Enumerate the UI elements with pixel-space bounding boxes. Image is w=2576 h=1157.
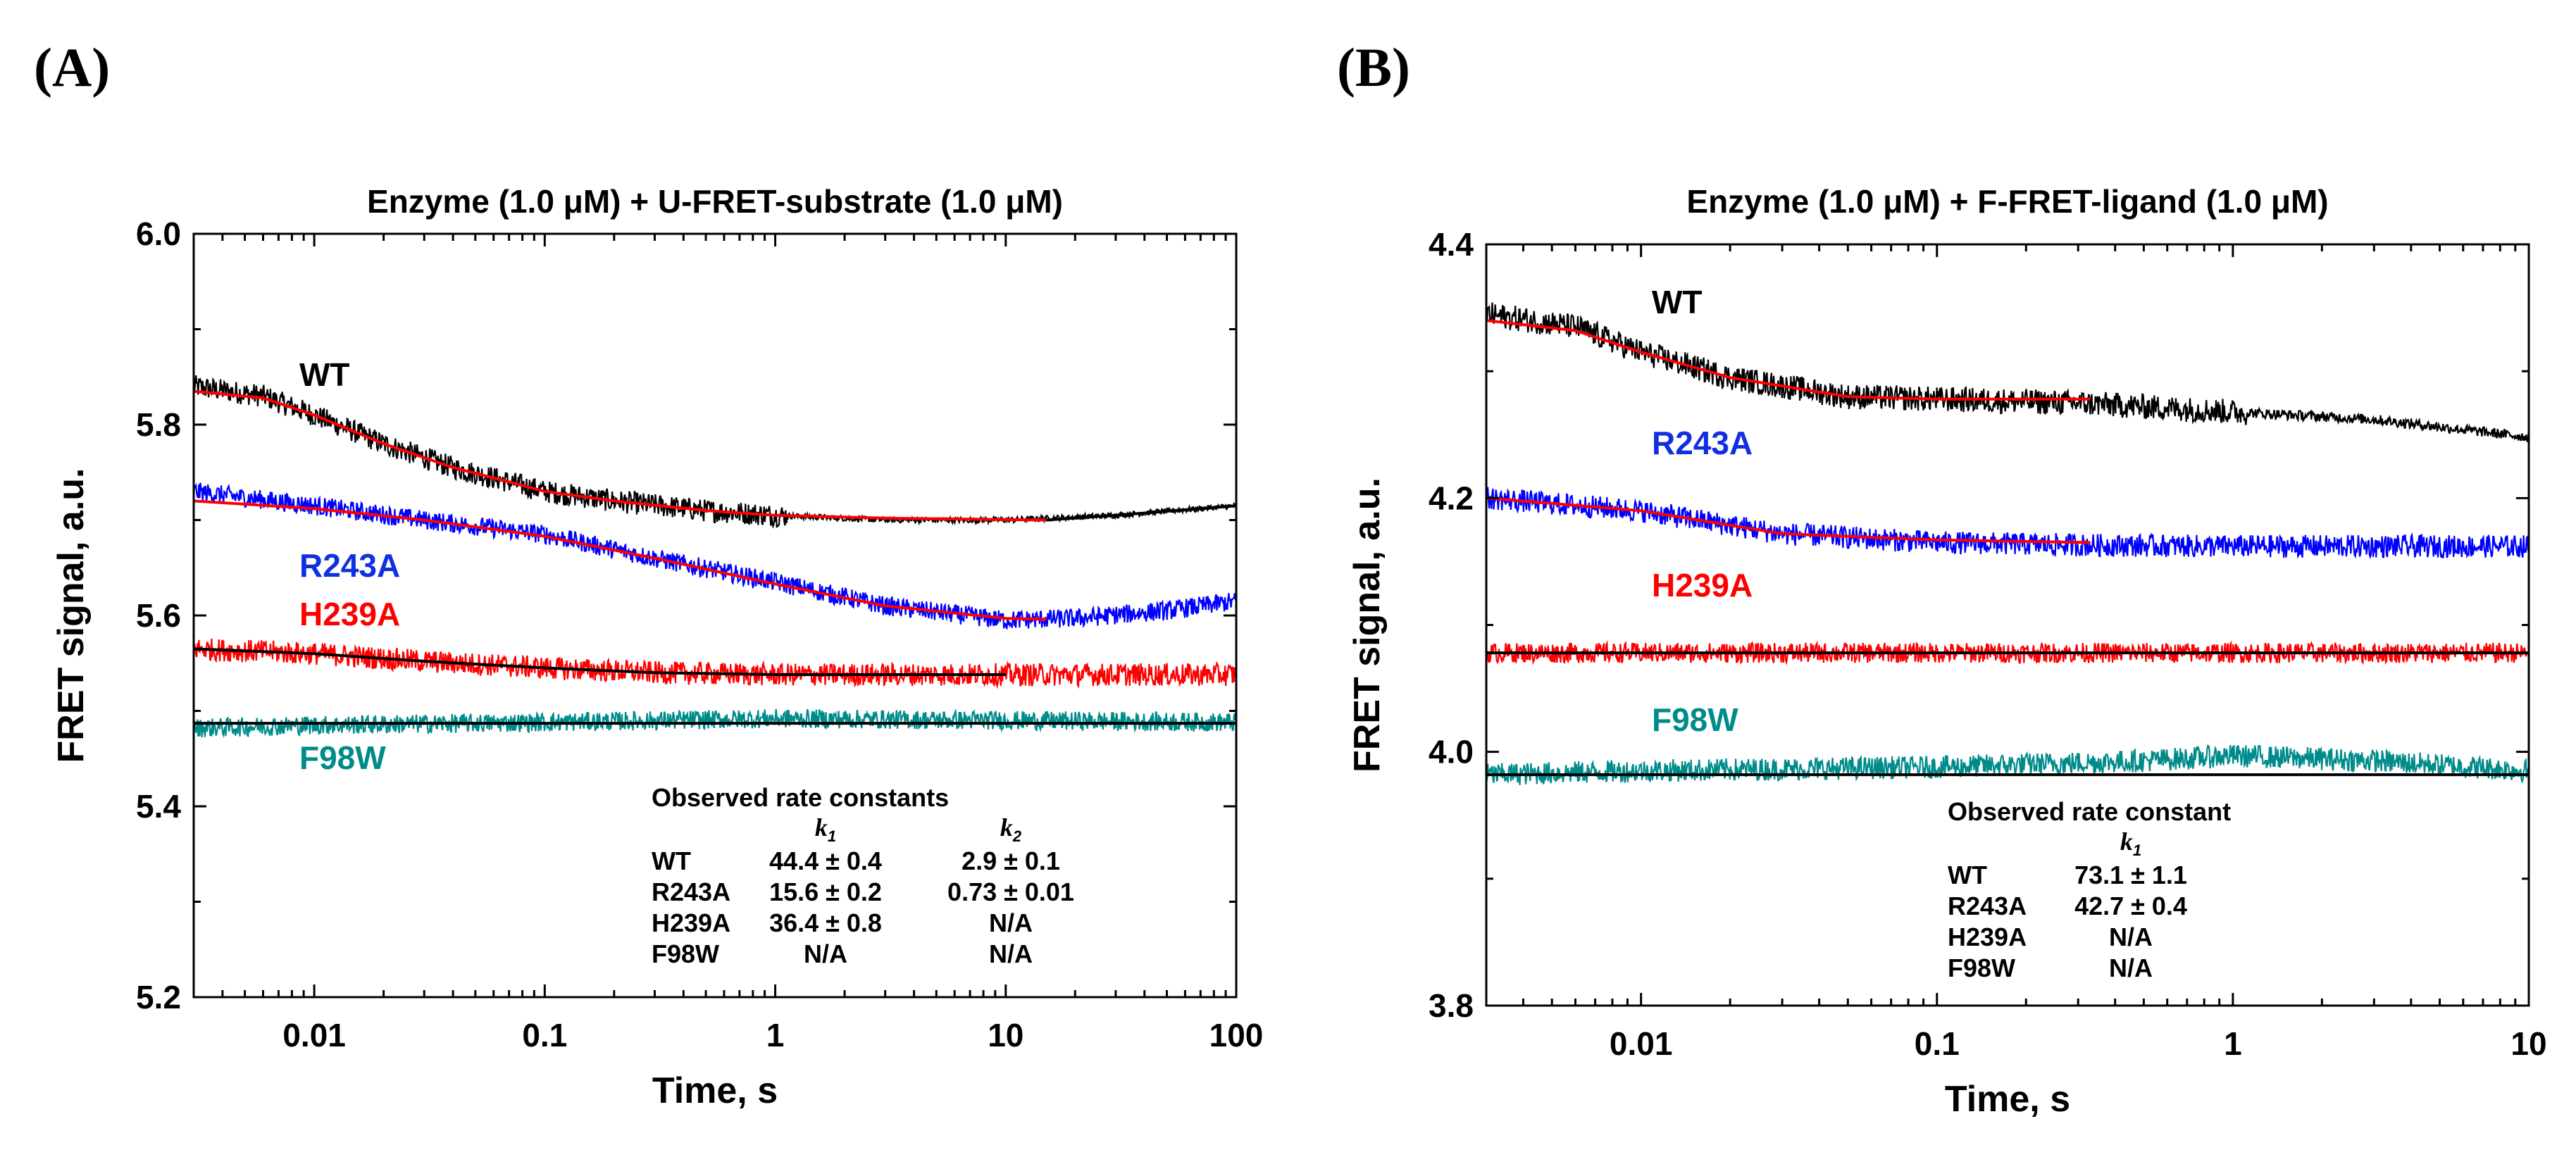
y-axis-label: FRET signal, a.u. — [51, 468, 92, 763]
plot-area — [1486, 302, 2529, 785]
series-label-wt: WT — [299, 356, 350, 393]
chart-title: Enzyme (1.0 μM) + F-FRET-ligand (1.0 μM) — [1686, 183, 2328, 220]
x-tick-label: 10 — [988, 1017, 1023, 1053]
column-header-symbol: k — [2120, 827, 2133, 856]
rate-table-row-name: WT — [1948, 861, 1987, 889]
series-trace-wt — [1486, 302, 2529, 442]
panel-b: (B) Enzyme (1.0 μM) + F-FRET-ligand (1.0 … — [1337, 37, 2547, 1120]
x-tick-label: 0.1 — [522, 1017, 567, 1053]
rate-table-cell: 36.4 ± 0.8 — [769, 908, 882, 937]
series-trace-f98w — [1486, 744, 2529, 785]
panel-label: (B) — [1337, 37, 1410, 98]
series-label-f98w: F98W — [299, 739, 386, 776]
chart-title: Enzyme (1.0 μM) + U-FRET-substrate (1.0 … — [367, 183, 1063, 220]
rate-table-row-name: F98W — [652, 939, 719, 968]
column-header-subscript: 2 — [1012, 827, 1022, 845]
rate-table-column-header: k2 — [1000, 813, 1022, 845]
rate-table-row-name: WT — [652, 846, 691, 875]
rate-table-cell: 44.4 ± 0.4 — [769, 846, 882, 875]
rate-table-title: Observed rate constant — [1948, 797, 2231, 826]
rate-table-cell: 0.73 ± 0.01 — [947, 877, 1074, 906]
rate-table-cell: N/A — [989, 908, 1033, 937]
y-tick-label: 5.2 — [136, 979, 181, 1015]
rate-table-cell: N/A — [2109, 953, 2153, 982]
rate-table-title: Observed rate constants — [652, 783, 949, 812]
rate-table-cell: 2.9 ± 0.1 — [962, 846, 1060, 875]
fit-curve — [1046, 504, 1236, 522]
x-tick-label: 1 — [2224, 1025, 2242, 1062]
plot-area — [194, 375, 1236, 739]
rate-table-cell: N/A — [2109, 923, 2153, 951]
y-axis-label: FRET signal, a.u. — [1347, 477, 1388, 773]
series-trace-r243a — [194, 482, 1236, 630]
column-header-subscript: 1 — [828, 827, 836, 845]
rate-table-cell: 73.1 ± 1.1 — [2074, 861, 2187, 889]
fit-curve — [1486, 319, 2091, 401]
column-header-symbol: k — [815, 813, 828, 842]
rate-table-row-name: F98W — [1948, 953, 2015, 982]
panel-a: (A) Enzyme (1.0 μM) + U-FRET-substrate (1… — [34, 37, 1263, 1111]
rate-table-cell: 15.6 ± 0.2 — [769, 877, 882, 906]
rate-table-row-name: H239A — [652, 908, 730, 937]
y-tick-label: 4.2 — [1429, 480, 1474, 516]
series-label-wt: WT — [1652, 284, 1703, 320]
y-tick-label: 4.0 — [1429, 734, 1474, 770]
series-label-r243a: R243A — [299, 547, 400, 584]
series-trace-wt — [194, 375, 1236, 529]
rate-table-cell: 42.7 ± 0.4 — [2074, 892, 2187, 920]
series-label-h239a: H239A — [299, 596, 400, 632]
x-axis-label: Time, s — [1945, 1079, 2070, 1120]
fit-curve — [1486, 496, 2091, 544]
x-axis-label: Time, s — [652, 1070, 778, 1111]
fit-curve — [194, 389, 1047, 522]
series-trace-h239a — [194, 638, 1236, 689]
y-tick-label: 5.6 — [136, 597, 181, 634]
column-header-symbol: k — [1000, 813, 1013, 842]
x-tick-label: 0.01 — [282, 1017, 346, 1053]
rate-table-row-name: R243A — [652, 877, 730, 906]
series-trace-f98w — [194, 708, 1236, 739]
series-trace-r243a — [1486, 487, 2529, 560]
rate-table-row-name: R243A — [1948, 892, 2027, 920]
rate-table-column-header: k1 — [2120, 827, 2141, 859]
x-tick-label: 0.1 — [1915, 1025, 1960, 1062]
panel-label: (A) — [34, 37, 110, 98]
x-tick-label: 1 — [766, 1017, 785, 1053]
y-tick-label: 6.0 — [136, 215, 181, 252]
rate-table-cell: N/A — [804, 939, 847, 968]
x-tick-label: 10 — [2510, 1025, 2546, 1062]
series-label-r243a: R243A — [1652, 425, 1753, 461]
series-label-h239a: H239A — [1652, 567, 1753, 603]
series-label-f98w: F98W — [1652, 701, 1738, 738]
y-tick-label: 5.4 — [136, 788, 181, 825]
fit-curve — [194, 647, 1006, 676]
fit-curve — [194, 499, 1047, 621]
x-tick-label: 0.01 — [1610, 1025, 1673, 1062]
y-tick-label: 3.8 — [1429, 987, 1474, 1024]
rate-table-cell: N/A — [989, 939, 1033, 968]
y-tick-label: 5.8 — [136, 406, 181, 443]
x-tick-label: 100 — [1209, 1017, 1264, 1053]
column-header-subscript: 1 — [2133, 842, 2141, 859]
rate-table-row-name: H239A — [1948, 923, 2027, 951]
y-tick-label: 4.4 — [1429, 226, 1474, 263]
rate-table-column-header: k1 — [815, 813, 836, 845]
